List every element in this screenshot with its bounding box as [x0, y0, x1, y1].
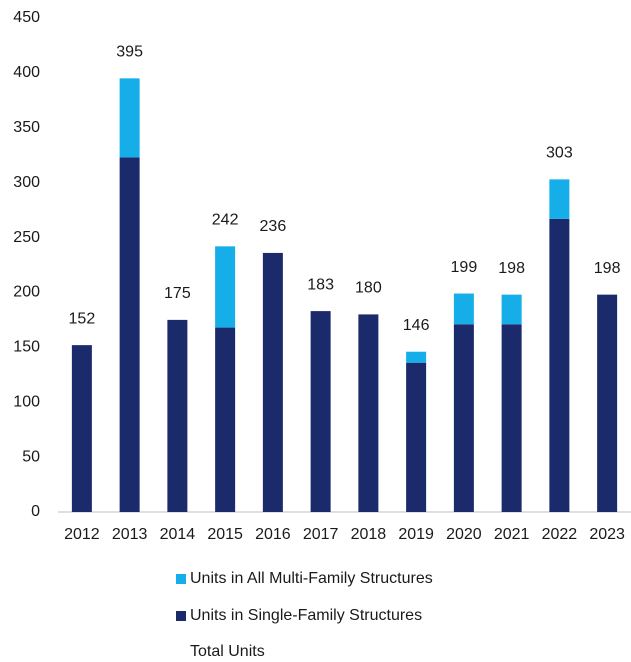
- legend-label: Total Units: [190, 643, 265, 660]
- total-label: 198: [594, 260, 621, 277]
- legend-label: Units in Single-Family Structures: [190, 607, 422, 624]
- bar-segment: [501, 324, 522, 512]
- y-tick-label: 50: [22, 448, 40, 465]
- x-tick-label: 2017: [303, 526, 339, 543]
- total-label: 303: [546, 145, 573, 162]
- x-tick-label: 2019: [398, 526, 434, 543]
- bar-segment: [71, 345, 92, 512]
- bar-segment: [501, 294, 522, 325]
- x-tick-label: 2022: [542, 526, 578, 543]
- x-tick-label: 2016: [255, 526, 291, 543]
- x-tick-label: 2018: [351, 526, 387, 543]
- total-label: 175: [164, 285, 191, 302]
- total-label: 183: [307, 276, 334, 293]
- x-tick-label: 2014: [160, 526, 196, 543]
- y-tick-label: 100: [13, 393, 40, 410]
- x-tick-label: 2015: [207, 526, 243, 543]
- total-label: 180: [355, 280, 382, 297]
- legend-label: Units in All Multi-Family Structures: [190, 570, 433, 587]
- bar-segment: [453, 293, 474, 325]
- bar-segment: [262, 252, 283, 512]
- y-tick-label: 0: [31, 503, 40, 520]
- total-label: 152: [69, 310, 96, 327]
- bar-segment: [358, 314, 379, 512]
- bar-segment: [119, 78, 140, 158]
- total-label: 198: [498, 260, 525, 277]
- bar-segment: [406, 351, 427, 363]
- x-tick-label: 2012: [64, 526, 100, 543]
- total-label: 395: [116, 44, 143, 61]
- total-label: 146: [403, 317, 430, 334]
- y-tick-label: 350: [13, 119, 40, 136]
- bar-segment: [406, 362, 427, 512]
- y-tick-label: 150: [13, 339, 40, 356]
- y-tick-label: 400: [13, 64, 40, 81]
- bar-segment: [597, 294, 618, 512]
- total-label: 236: [260, 218, 287, 235]
- bar-segment: [453, 324, 474, 512]
- legend-swatch: [176, 574, 186, 584]
- x-tick-label: 2023: [589, 526, 625, 543]
- x-tick-label: 2013: [112, 526, 148, 543]
- y-tick-label: 300: [13, 174, 40, 191]
- y-tick-label: 450: [13, 9, 40, 26]
- y-tick-label: 200: [13, 284, 40, 301]
- y-tick-label: 250: [13, 229, 40, 246]
- bar-segment: [310, 311, 331, 512]
- x-tick-label: 2020: [446, 526, 482, 543]
- bar-segment: [119, 157, 140, 512]
- bar-segment: [215, 327, 236, 512]
- legend-swatch: [176, 611, 186, 621]
- x-tick-label: 2021: [494, 526, 530, 543]
- bar-segment: [549, 179, 570, 219]
- bar-segment: [549, 218, 570, 513]
- total-label: 199: [451, 259, 478, 276]
- bar-segment: [167, 319, 188, 512]
- bar-segment: [215, 246, 236, 328]
- total-label: 242: [212, 212, 239, 229]
